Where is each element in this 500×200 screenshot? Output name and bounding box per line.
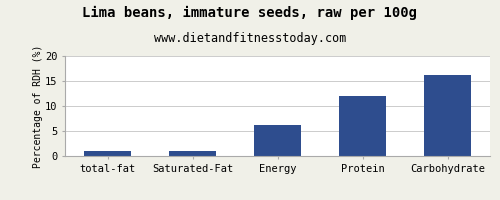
Bar [254, 125, 301, 156]
Bar [339, 96, 386, 156]
Bar [84, 151, 131, 156]
Text: Lima beans, immature seeds, raw per 100g: Lima beans, immature seeds, raw per 100g [82, 6, 417, 20]
Text: www.dietandfitnesstoday.com: www.dietandfitnesstoday.com [154, 32, 346, 45]
Bar [169, 151, 216, 156]
Y-axis label: Percentage of RDH (%): Percentage of RDH (%) [34, 44, 43, 168]
Bar [424, 75, 471, 156]
